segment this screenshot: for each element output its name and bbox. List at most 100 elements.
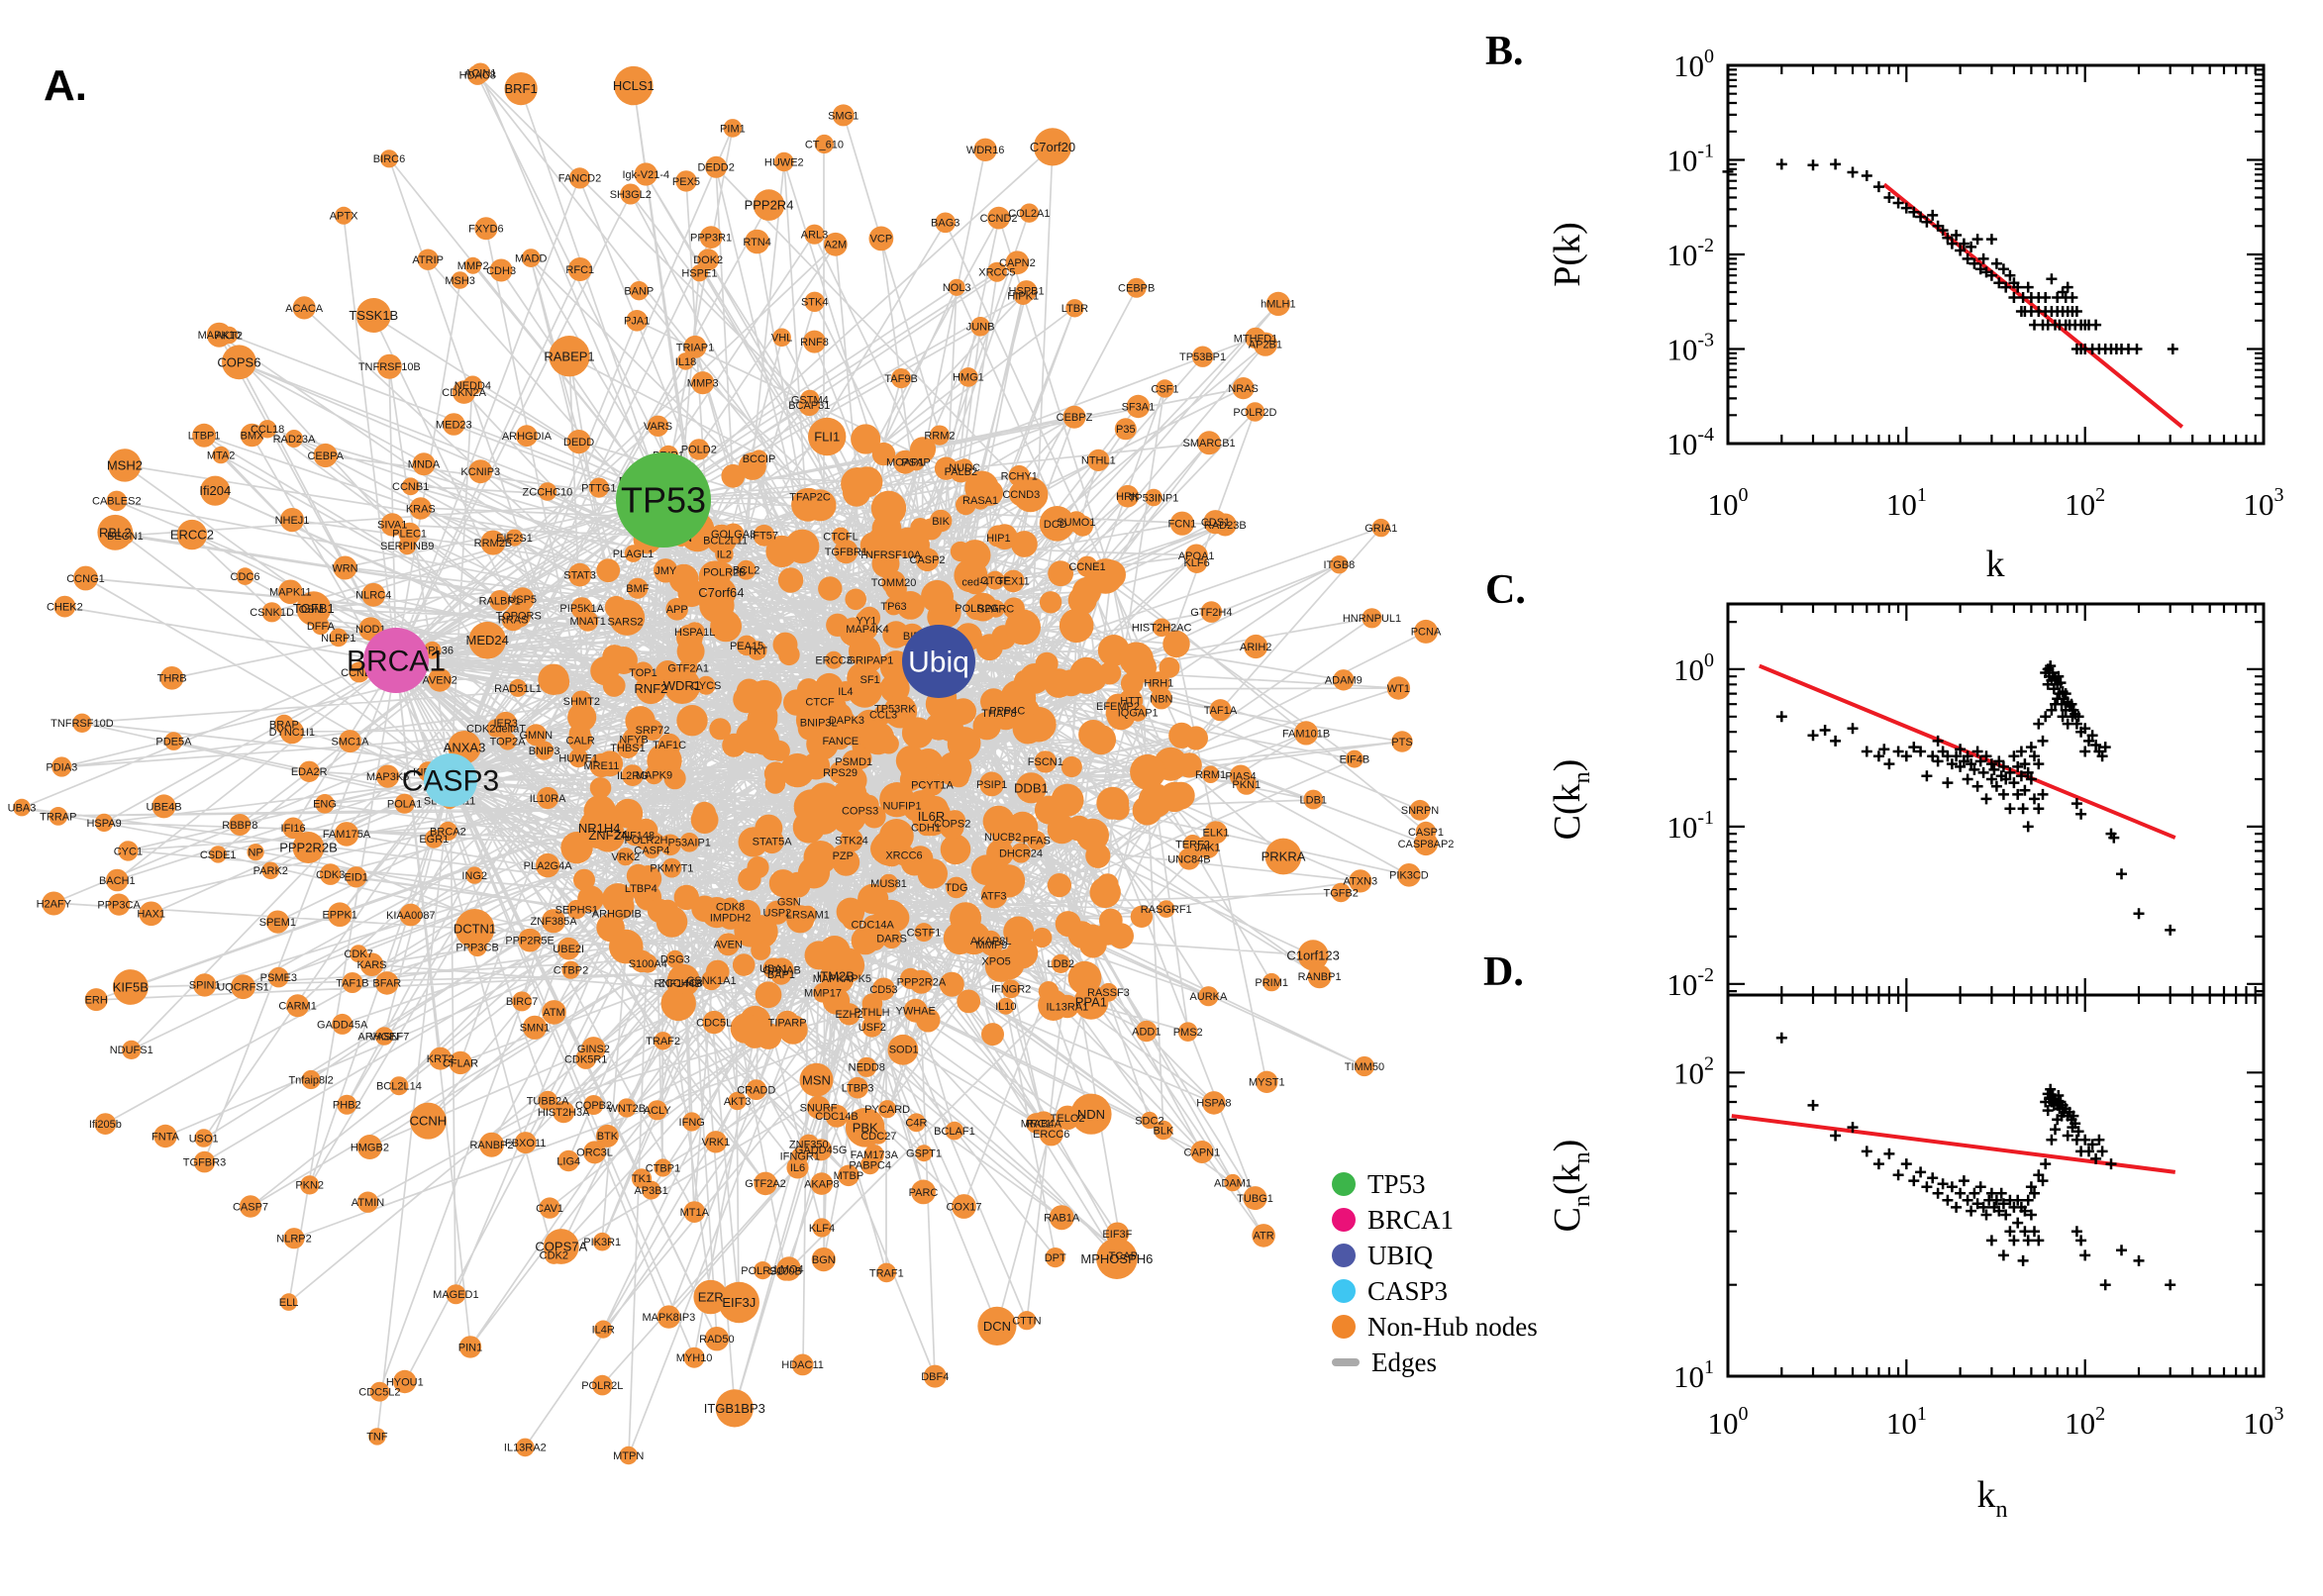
network-node: [1065, 511, 1087, 533]
network-node: [753, 524, 775, 547]
network-node: [122, 1040, 142, 1059]
network-node: [567, 728, 593, 752]
network-node-label: HYOU1: [386, 1376, 424, 1388]
network-node-label: ING2: [461, 870, 487, 882]
network-node: [176, 519, 208, 550]
network-node: [683, 1347, 705, 1368]
network-node: [1303, 789, 1324, 810]
brca1-swatch-icon: [1332, 1208, 1356, 1232]
network-node: [261, 861, 280, 880]
network-node: [857, 1056, 877, 1077]
network-node: [1243, 1186, 1267, 1211]
network-node-label: MMP9: [976, 940, 1008, 951]
data-points: [1775, 660, 2176, 936]
network-node-label: FAM173A: [851, 1149, 899, 1161]
network-node-label: CDK5R1: [564, 1053, 607, 1065]
network-node: [980, 930, 1001, 951]
network-node-label: CDK2deltaT: [466, 723, 526, 735]
network-node: [301, 1069, 321, 1090]
network-node: [193, 1150, 216, 1173]
axis-ticks: [1726, 604, 2266, 995]
network-node: [1070, 1093, 1112, 1135]
network-node-label: TAF9B: [884, 373, 917, 385]
network-node: [688, 439, 710, 460]
network-node: [617, 1098, 637, 1118]
network-node-label: ELL: [279, 1297, 299, 1309]
fit-line: [1882, 182, 2184, 429]
network-node-label: RASSF3: [1087, 987, 1130, 999]
network-node: [879, 873, 898, 893]
network-node-label: WT1: [1387, 683, 1410, 695]
network-node: [545, 669, 570, 695]
network-node-label: PIK3CD: [1389, 870, 1429, 882]
network-node-label: NLRP1: [321, 633, 355, 645]
axes-frame: [1726, 993, 2266, 1378]
network-node-label: ACACA: [285, 303, 324, 315]
network-node-label: TERF2: [1175, 840, 1210, 851]
network-node: [1065, 299, 1084, 318]
network-node-label: BIRC6: [373, 153, 405, 165]
network-node: [829, 760, 852, 784]
network-node: [657, 733, 681, 756]
network-node-label: SERPINB9: [380, 541, 434, 552]
hub-node-ubiq: [902, 625, 975, 698]
network-legend: TP53 BRCA1 UBIQ CASP3 Non-Hub nodes Edge…: [1332, 1166, 1538, 1380]
network-node-label: AURKA: [1189, 991, 1228, 1003]
network-node: [570, 690, 592, 712]
network-node: [313, 443, 338, 468]
network-node: [1096, 873, 1119, 896]
network-node: [116, 527, 135, 546]
network-node-label: hMLH1: [1261, 299, 1295, 311]
network-node: [777, 567, 804, 593]
tick-label: 102: [2065, 1403, 2105, 1441]
network-node-label: IL13RA1: [1046, 1001, 1088, 1013]
tick-label: 100: [1708, 484, 1749, 522]
network-node-label: ARHGEF7: [357, 1031, 409, 1043]
network-node-label: SPIN1: [189, 980, 221, 992]
network-node-label: RAB4A: [1026, 1118, 1062, 1130]
network-node: [1062, 405, 1086, 429]
network-node-label: C7orf64: [698, 585, 744, 600]
network-node-label: MAGED1: [433, 1289, 478, 1301]
legend-item-edges: Edges: [1332, 1345, 1538, 1380]
network-node: [660, 985, 696, 1022]
network-node-label: LRSAM1: [786, 910, 830, 922]
network-node: [553, 1101, 575, 1124]
network-node-label: SPARC: [977, 604, 1014, 616]
network-node-label: PPP4C: [989, 706, 1025, 718]
network-node-label: CASP1: [1408, 827, 1444, 839]
network-node-label: ced-4: [961, 577, 989, 589]
network-node-label: CDC27: [860, 1131, 896, 1143]
network-node-label: FBXO11: [505, 1138, 546, 1149]
network-node-label: BFAR: [372, 978, 401, 990]
network-node-label: MAPK10: [198, 330, 241, 342]
network-node-label: CYCS: [691, 680, 722, 692]
network-node: [807, 711, 830, 735]
network-node-label: ADD1: [1132, 1026, 1161, 1038]
network-node: [467, 937, 487, 957]
legend-label: TP53: [1367, 1168, 1426, 1199]
network-node: [791, 1353, 814, 1376]
network-node-label: NEDD8: [849, 1062, 885, 1074]
network-node: [876, 1262, 897, 1283]
network-node-label: ADAM1: [1214, 1177, 1252, 1189]
network-panel: TP53RK KIAA0087 THAP8 CDC14B MAGED1 DHCR24 CDC…: [8, 62, 1454, 1465]
network-node-label: PIAS4: [1225, 771, 1256, 783]
network-node: [647, 1100, 667, 1121]
network-node-label: SRP72: [636, 725, 670, 737]
network-node-label: CTBP2: [554, 965, 588, 977]
network-node-label: IL2RG: [617, 770, 649, 782]
network-node: [1176, 752, 1202, 778]
network-node-label: HSPB1: [1009, 286, 1045, 298]
network-node: [808, 417, 847, 456]
network-node-label: CCNB1: [392, 481, 429, 493]
network-node: [544, 1246, 563, 1264]
network-node: [733, 685, 760, 714]
network-node-label: TRAF2: [646, 1036, 680, 1047]
network-node-label: YY1: [857, 616, 877, 628]
network-node: [985, 570, 1005, 590]
network-node-label: CAPN1: [1184, 1147, 1221, 1158]
tick-label: 10-4: [1666, 424, 1714, 461]
network-node-label: FNTA: [152, 1131, 180, 1143]
hub-node-casp3: [424, 753, 477, 807]
